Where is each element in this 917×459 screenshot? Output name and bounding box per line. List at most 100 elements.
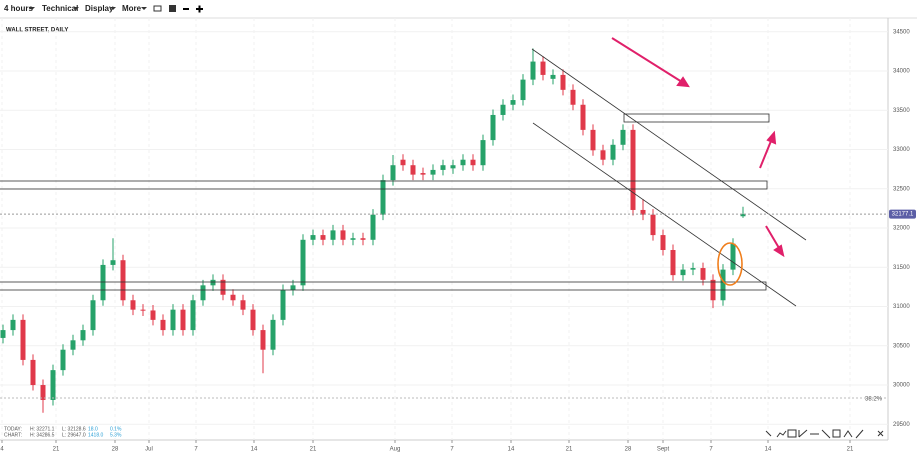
- candle-body: [560, 74, 566, 90]
- candle-body: [330, 230, 336, 240]
- highlight-ellipse: [717, 242, 743, 286]
- x-tick-label: Jul: [145, 447, 153, 453]
- candle-body: [700, 268, 706, 280]
- candle-body: [60, 349, 66, 371]
- candle-body: [50, 370, 56, 400]
- toolbar-item[interactable]: 4 hours: [4, 4, 33, 13]
- candle-body: [230, 294, 236, 301]
- candle-body: [410, 165, 416, 175]
- y-tick-label: 33000: [893, 147, 910, 153]
- last-price-tag: [889, 209, 916, 219]
- x-tick-label: 14: [251, 447, 258, 453]
- x-tick-label: 21: [566, 447, 573, 453]
- y-tick-label: 29500: [893, 422, 910, 428]
- candle-body: [350, 238, 356, 240]
- candle-body: [270, 319, 276, 350]
- tool-icon[interactable]: [776, 430, 787, 438]
- x-tick-label: 14: [765, 447, 772, 453]
- info-text: TODAY:: [4, 426, 22, 432]
- candle-body: [660, 235, 666, 251]
- candle-body: [250, 309, 256, 331]
- candle-body: [580, 104, 586, 130]
- candle-body: [740, 214, 746, 217]
- candle-body: [640, 209, 646, 215]
- candle-body: [360, 238, 366, 240]
- tool-icon[interactable]: [798, 429, 808, 438]
- candle-body: [670, 250, 676, 276]
- candle-body: [190, 300, 196, 331]
- candle-body: [400, 159, 406, 166]
- arrow-head: [766, 130, 777, 145]
- arrows: [611, 37, 785, 258]
- dropdown-caret: [110, 7, 116, 10]
- save-icon[interactable]: [169, 5, 176, 12]
- candle-body: [80, 330, 86, 341]
- toolbar-item[interactable]: More: [122, 4, 142, 13]
- candle-body: [130, 300, 136, 310]
- toolbar-item[interactable]: Display: [85, 4, 114, 13]
- dropdown-caret: [29, 7, 35, 10]
- drawings: [0, 37, 888, 399]
- zone-box: [0, 180, 768, 190]
- fib-label: 38.2%: [865, 397, 883, 403]
- y-tick-label: 31000: [893, 304, 910, 310]
- x-tick-label: 7: [450, 447, 454, 453]
- candle-body: [160, 319, 166, 331]
- drawing-tools: [765, 429, 884, 439]
- close-tools[interactable]: [877, 430, 884, 437]
- candle-body: [590, 129, 596, 151]
- info-text: 5.3%: [110, 432, 122, 438]
- candle-body: [340, 230, 346, 240]
- candle-body: [530, 61, 536, 80]
- tool-icon[interactable]: [765, 430, 772, 437]
- x-tick-label: 28: [625, 447, 632, 453]
- candle-body: [430, 169, 436, 175]
- tool-icon[interactable]: [821, 429, 831, 439]
- candle-body: [680, 269, 686, 276]
- y-tick-label: 32000: [893, 226, 910, 232]
- candle-body: [600, 150, 606, 160]
- tool-icon[interactable]: [787, 429, 797, 438]
- tool-icon[interactable]: [843, 430, 853, 438]
- candle-body: [470, 159, 476, 166]
- candle-body: [510, 100, 516, 105]
- candle-body: [220, 279, 226, 295]
- candle-body: [120, 260, 126, 301]
- arrow-head: [773, 244, 785, 258]
- arrow: [759, 140, 772, 169]
- candle-body: [720, 269, 726, 301]
- y-tick-label: 31500: [893, 265, 910, 271]
- trend-line: [531, 48, 807, 241]
- info-text: H: 34286.5: [30, 432, 55, 438]
- tool-icon[interactable]: [855, 429, 864, 439]
- candle-body: [500, 104, 506, 115]
- candle-body: [610, 144, 616, 160]
- candle-body: [290, 285, 296, 291]
- candle-body: [570, 89, 576, 105]
- chart-title: WALL STREET, DAILY: [6, 28, 68, 34]
- info-text: L: 32128.6: [62, 426, 86, 432]
- info-text: 1418.0: [88, 432, 104, 438]
- candle-body: [280, 290, 286, 320]
- info-text: L: 29647.0: [62, 432, 86, 438]
- tool-icon[interactable]: [832, 429, 841, 438]
- zoom-in[interactable]: [196, 5, 203, 13]
- arrow-head: [676, 76, 690, 88]
- candle-body: [320, 235, 326, 240]
- info-text: 18.0: [88, 426, 98, 432]
- zone-box: [0, 281, 767, 291]
- candle-body: [630, 129, 636, 210]
- candle-body: [100, 264, 106, 301]
- x-tick-label: 21: [53, 447, 60, 453]
- open-icon[interactable]: [153, 5, 162, 12]
- x-tick-label: 21: [310, 447, 317, 453]
- x-tick-label: 4: [0, 447, 4, 453]
- candle-body: [540, 61, 546, 75]
- candle-body: [620, 129, 626, 145]
- candle-body: [550, 74, 556, 79]
- candle-body: [240, 300, 246, 310]
- toolbar-item[interactable]: Technical: [42, 4, 78, 13]
- candle-body: [370, 214, 376, 240]
- candle-body: [690, 268, 696, 270]
